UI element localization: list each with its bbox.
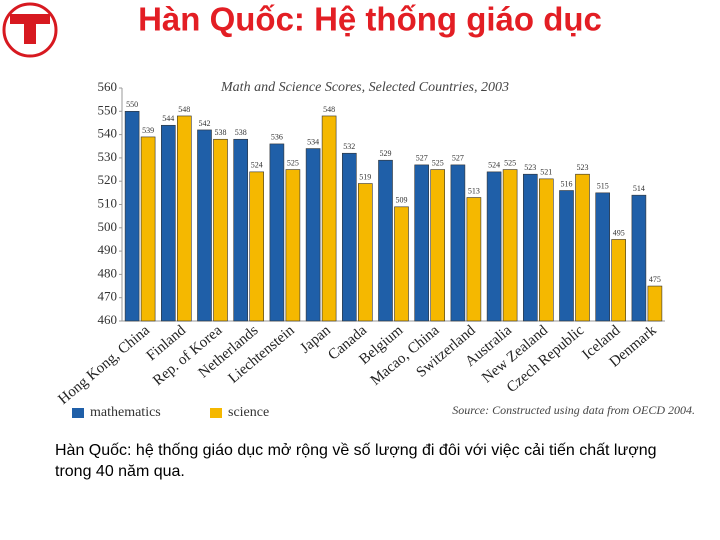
value-label: 516 [561, 179, 573, 188]
caption-box: Hàn Quốc: hệ thống giáo dục mở rộng về s… [55, 442, 657, 480]
legend-swatch [72, 408, 84, 418]
value-label: 542 [199, 119, 211, 128]
bar [486, 171, 502, 322]
bar [233, 138, 248, 322]
bar [378, 159, 393, 322]
value-label: 529 [380, 149, 392, 158]
value-label: 538 [235, 128, 247, 137]
bar [321, 115, 337, 322]
value-label: 514 [633, 184, 645, 193]
bar [502, 169, 518, 322]
y-tick-label: 520 [98, 172, 118, 187]
value-label: 525 [504, 158, 516, 167]
legend-label: science [228, 405, 269, 420]
bar [213, 138, 228, 322]
value-label: 525 [432, 158, 444, 167]
bar [341, 152, 357, 322]
y-tick-label: 540 [98, 126, 118, 141]
value-label: 539 [142, 126, 154, 135]
value-label: 475 [649, 275, 661, 284]
y-tick-label: 480 [98, 265, 118, 280]
value-label: 523 [577, 163, 589, 172]
value-label: 524 [488, 161, 500, 170]
y-tick-label: 560 [98, 79, 118, 94]
bar [124, 111, 140, 322]
bar [450, 164, 466, 322]
value-label: 527 [452, 154, 464, 163]
value-label: 536 [271, 133, 283, 142]
source-note: Source: Constructed using data from OECD… [452, 403, 695, 417]
bar [631, 194, 647, 322]
value-label: 524 [251, 161, 263, 170]
bar [140, 136, 156, 322]
bar [647, 285, 663, 322]
bar [269, 143, 285, 322]
bar [197, 129, 212, 322]
value-label: 532 [343, 142, 355, 151]
bar [575, 173, 590, 322]
y-tick-label: 470 [98, 289, 118, 304]
value-label: 521 [540, 168, 552, 177]
value-label: 538 [215, 128, 227, 137]
bar [249, 171, 264, 322]
y-tick-label: 530 [98, 149, 118, 164]
value-label: 548 [178, 105, 190, 114]
caption: Hàn Quốc: hệ thống giáo dục mở rộng về s… [55, 442, 657, 480]
bar [357, 183, 373, 322]
value-label: 550 [126, 100, 138, 109]
bar [161, 124, 176, 322]
bar [611, 239, 627, 322]
x-tick-label: Hong Kong, China [55, 322, 153, 408]
value-label: 513 [468, 186, 480, 195]
bar [466, 197, 482, 322]
bar [595, 192, 611, 322]
bar [430, 169, 446, 322]
y-tick-label: 490 [98, 242, 118, 257]
value-label: 548 [323, 105, 335, 114]
slide-title: Hàn Quốc: Hệ thống giáo dục [138, 1, 602, 38]
legend-swatch [210, 408, 222, 418]
y-tick-label: 460 [98, 312, 118, 327]
y-tick-label: 500 [98, 219, 118, 234]
bar [305, 148, 321, 322]
bar [285, 169, 301, 322]
value-label: 495 [613, 228, 625, 237]
bar [177, 115, 192, 322]
bar [522, 173, 538, 322]
value-label: 525 [287, 158, 299, 167]
value-label: 534 [307, 137, 319, 146]
value-label: 515 [597, 182, 609, 191]
value-label: 509 [396, 196, 408, 205]
bar [414, 164, 430, 322]
value-label: 527 [416, 154, 428, 163]
bar [538, 178, 554, 322]
bar [559, 190, 574, 322]
value-label: 519 [359, 172, 371, 181]
bar [394, 206, 409, 322]
value-label: 523 [524, 163, 536, 172]
y-tick-label: 510 [98, 195, 118, 210]
chart-title: Math and Science Scores, Selected Countr… [220, 80, 509, 95]
legend-label: mathematics [90, 405, 161, 420]
value-label: 544 [162, 114, 174, 123]
y-tick-label: 550 [98, 102, 118, 117]
logo [2, 2, 58, 58]
